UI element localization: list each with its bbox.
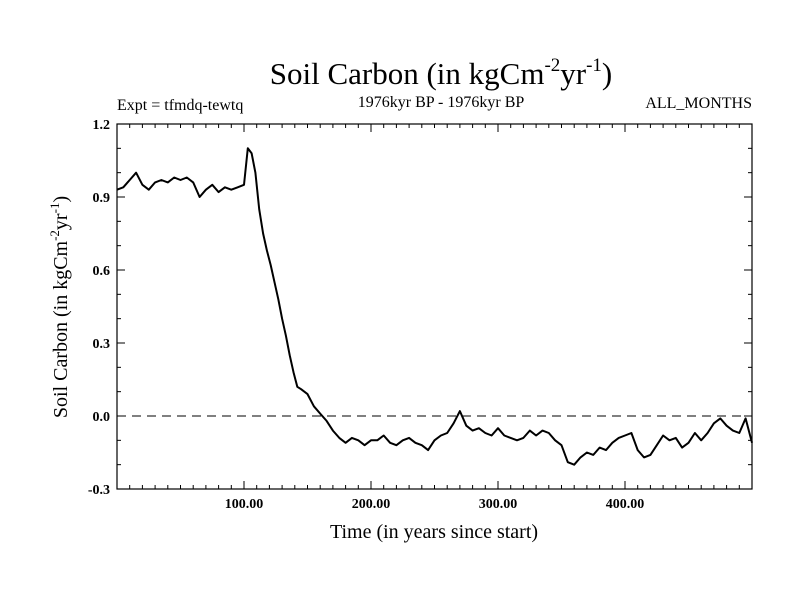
y-tick-label: 1.2 [93,118,111,133]
chart-title-main: Soil Carbon (in kgCm [270,56,545,91]
experiment-label: Expt = tfmdq-tewtq [117,97,243,114]
y-tick-label: -0.3 [88,483,110,498]
series-line-soil-carbon [116,147,753,466]
x-tick-label: 200.00 [352,497,391,512]
chart-title-mid: yr [560,56,587,91]
chart-title: Soil Carbon (in kgCm-2yr-1) [270,55,613,91]
x-tick-label: 100.00 [225,497,264,512]
y-axis-label-end: ) [50,196,72,203]
y-tick-label: 0.9 [93,191,111,206]
y-axis-label-mid: yr [50,213,72,230]
y-tick-label: 0.0 [93,410,111,425]
y-axis-label-sup2: -1 [47,203,62,214]
plot-frame [116,123,753,490]
chart-title-sup2: -1 [586,55,602,76]
x-tick-label: 400.00 [606,497,645,512]
chart-title-end: ) [602,56,612,91]
y-tick-label: 0.6 [93,264,111,279]
x-axis-label: Time (in years since start) [330,521,538,543]
y-axis-label: Soil Carbon (in kgCm-2yr-1) [47,196,72,418]
x-tick-label: 300.00 [479,497,518,512]
chart-title-sup1: -2 [544,55,560,76]
y-tick-label: 0.3 [93,337,111,352]
months-label: ALL_MONTHS [645,95,752,112]
y-axis-label-main: Soil Carbon (in kgCm [50,240,72,418]
y-axis-ticks: -0.3 0.0 0.3 0.6 0.9 1.2 [88,118,752,498]
x-axis-ticks: 100.00 200.00 300.00 400.00 [116,124,753,512]
period-label: 1976kyr BP - 1976kyr BP [358,94,525,111]
y-axis-label-sup1: -2 [47,230,62,241]
